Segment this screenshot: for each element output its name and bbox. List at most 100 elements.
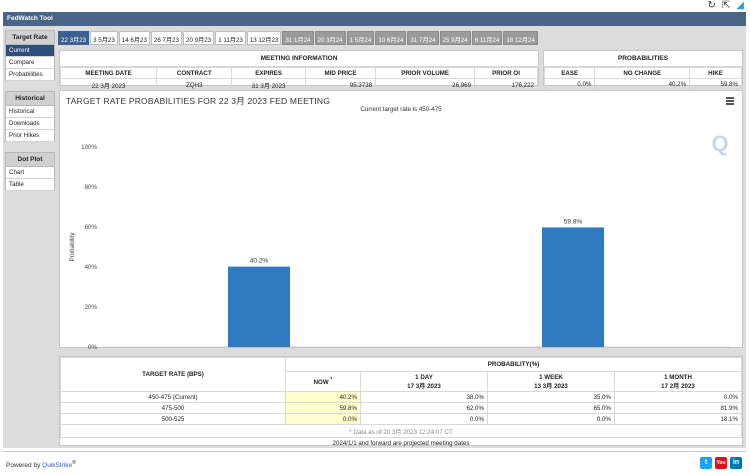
sidebar-header-historical: Historical (5, 91, 55, 106)
sidebar-item-historical[interactable]: Historical (5, 106, 55, 118)
twitter-icon[interactable]: ◢ (736, 0, 744, 11)
linkedin-icon[interactable]: in (730, 457, 742, 469)
top-icons: ↻ ⇱ ◢ (708, 1, 744, 11)
probability-table: TARGET RATE (BPS) PROBABILITY(%) NOW * 1… (60, 357, 742, 438)
meeting-info-title: MEETING INFORMATION (60, 51, 538, 67)
tab-meeting[interactable]: 26 7月23 (150, 31, 183, 45)
tab-meeting[interactable]: 20 3月24 (314, 31, 346, 45)
rate-cell: 450-475 (Current) (60, 391, 286, 403)
ease-value: 0.0% (543, 78, 596, 90)
rate-cell: 500-525 (60, 413, 286, 425)
month-cell: 18.1% (614, 413, 742, 425)
meeting-info-panel: MEETING INFORMATION MEETING DATE CONTRAC… (59, 50, 539, 92)
youtube-icon[interactable]: You (715, 457, 727, 469)
col-1-month: 1 MONTH 17 2月 2023 (614, 371, 742, 392)
tab-meeting[interactable]: 13 12月23 (246, 31, 282, 45)
col-no-change: NO CHANGE (594, 67, 691, 79)
y-tick-label: 0% (88, 344, 97, 349)
no-change-value: 40.2% (594, 78, 691, 90)
quikstrike-link[interactable]: QuikStrike (42, 462, 73, 470)
tab-meeting[interactable]: 18 12月24 (503, 31, 538, 45)
probabilities-table: EASE NO CHANGE HIKE 0.0% 40.2% 59.8% (543, 67, 742, 90)
probability-table-panel: TARGET RATE (BPS) PROBABILITY(%) NOW * 1… (59, 356, 743, 447)
now-cell: 40.2% (285, 391, 361, 403)
sidebar-item-chart[interactable]: Chart (5, 167, 55, 179)
col-prior-volume: PRIOR VOLUME (375, 67, 476, 79)
tab-meeting[interactable]: 10 6月24 (375, 31, 407, 45)
col-ease: EASE (543, 67, 596, 79)
col-mid-price: MID PRICE (304, 67, 377, 79)
tab-meeting[interactable]: 31 7月24 (407, 31, 439, 45)
chart-subtitle: Current target rate is 450-475 (360, 106, 442, 113)
chart-menu-icon[interactable] (726, 97, 734, 106)
tab-meeting[interactable]: 20 9月23 (183, 31, 215, 45)
bar (542, 227, 604, 347)
day-cell: 0.0% (360, 413, 488, 425)
y-tick-label: 60% (85, 224, 98, 231)
day-cell: 62.0% (360, 402, 488, 414)
hike-value: 59.8% (689, 78, 742, 90)
table-row: 450-475 (Current) 40.2% 38.0% 35.0% 0.0% (60, 391, 742, 403)
refresh-icon[interactable]: ↻ (707, 0, 716, 11)
sidebar-item-probabilities[interactable]: Probabilities (5, 69, 55, 81)
tab-meeting[interactable]: 25 9月24 (439, 31, 471, 45)
month-cell: 81.9% (614, 402, 742, 414)
sidebar-item-prior-hikes[interactable]: Prior Hikes (5, 130, 55, 142)
sidebar: Target Rate Current Compare Probabilitie… (5, 30, 55, 191)
tab-meeting[interactable]: 3 5月23 (90, 31, 118, 45)
y-tick-label: 20% (85, 304, 98, 311)
tab-meeting[interactable]: 31 1月24 (282, 31, 314, 45)
powered-by: Powered by QuikStrike® (6, 460, 77, 470)
tab-meeting[interactable]: 14 6月23 (118, 31, 150, 45)
probabilities-panel: PROBABILITIES EASE NO CHANGE HIKE 0.0% 4… (543, 50, 743, 90)
col-1-day: 1 DAY 17 3月 2023 (360, 371, 488, 392)
probability-group-header: PROBABILITY(%) (285, 357, 742, 372)
chart-title: TARGET RATE PROBABILITIES FOR 22 3月 2023… (66, 96, 331, 106)
tab-meeting[interactable]: 1 11月23 (215, 31, 246, 45)
col-now: NOW * (285, 371, 361, 392)
probabilities-title: PROBABILITIES (544, 51, 742, 67)
col-hike: HIKE (689, 67, 742, 79)
table-row: 500-525 0.0% 0.0% 0.0% 18.1% (60, 413, 742, 425)
week-cell: 0.0% (487, 413, 615, 425)
now-cell: 0.0% (285, 413, 361, 425)
sidebar-item-compare[interactable]: Compare (5, 57, 55, 69)
now-cell: 59.8% (285, 402, 361, 414)
col-1-week: 1 WEEK 13 3月 2023 (487, 371, 615, 392)
week-cell: 65.0% (487, 402, 615, 414)
app-title: FedWatch Tool (3, 12, 746, 26)
col-contract: CONTRACT (156, 67, 233, 79)
y-axis-label: Probability (69, 232, 76, 262)
sidebar-header-target-rate: Target Rate (5, 30, 55, 45)
bar-chart: Q 0%20%40%60%80%100%ProbabilityTarget Ra… (69, 131, 730, 349)
tab-meeting[interactable]: 6 11月24 (471, 31, 503, 45)
col-prior-oi: PRIOR OI (474, 67, 538, 79)
col-meeting-date: MEETING DATE (59, 67, 158, 79)
social-icons: t You in (700, 457, 742, 469)
bar-value-label: 59.8% (564, 218, 583, 225)
week-cell: 35.0% (487, 391, 615, 403)
tab-meeting[interactable]: 22 3月23 (58, 31, 90, 45)
meeting-info-table: MEETING DATE CONTRACT EXPIRES MID PRICE … (59, 67, 538, 92)
month-cell: 0.0% (614, 391, 742, 403)
sidebar-item-current[interactable]: Current (5, 45, 55, 57)
main-frame: Target Rate Current Compare Probabilitie… (3, 26, 746, 448)
sidebar-item-table[interactable]: Table (5, 179, 55, 191)
sidebar-header-dot-plot: Dot Plot (5, 152, 55, 167)
bar-value-label: 40.2% (250, 258, 269, 265)
tab-meeting[interactable]: 1 5月24 (346, 31, 375, 45)
sidebar-item-downloads[interactable]: Downloads (5, 118, 55, 130)
expand-icon[interactable]: ⇱ (721, 0, 731, 11)
chart-panel: TARGET RATE PROBABILITIES FOR 22 3月 2023… (59, 90, 743, 349)
y-tick-label: 80% (85, 184, 98, 191)
twitter-icon[interactable]: t (700, 457, 712, 469)
data-as-of-note: * Data as of 20 3月 2023 12:24:07 CT (60, 424, 742, 438)
table-row: 475-500 59.8% 62.0% 65.0% 81.9% (60, 402, 742, 414)
meeting-tabs: 22 3月23 3 5月23 14 6月23 26 7月23 20 9月23 1… (58, 31, 539, 45)
y-tick-label: 40% (85, 264, 98, 271)
quikstrike-watermark: Q (711, 131, 728, 156)
projected-dates-note: 2024/1/1 and forward are projected meeti… (332, 440, 470, 447)
day-cell: 38.0% (360, 391, 488, 403)
footer: Powered by QuikStrike® t You in (3, 451, 746, 473)
now-marker: * (330, 376, 333, 383)
